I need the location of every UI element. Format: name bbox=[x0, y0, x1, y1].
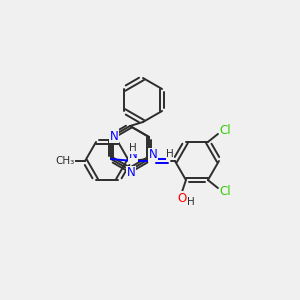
Text: H: H bbox=[129, 143, 137, 153]
Text: N: N bbox=[110, 130, 118, 142]
Text: N: N bbox=[129, 148, 137, 161]
Text: H: H bbox=[187, 197, 195, 207]
Text: CH₃: CH₃ bbox=[56, 156, 75, 166]
Text: H: H bbox=[166, 149, 174, 159]
Text: Cl: Cl bbox=[219, 184, 231, 198]
Text: Cl: Cl bbox=[219, 124, 231, 137]
Text: O: O bbox=[177, 192, 187, 205]
Text: N: N bbox=[148, 148, 157, 161]
Text: N: N bbox=[127, 167, 135, 179]
